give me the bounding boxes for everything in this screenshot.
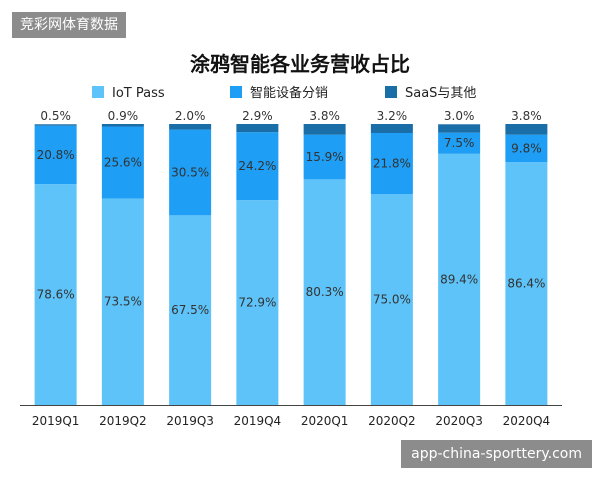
bar-iot-pass-2019Q1 (34, 184, 77, 405)
legend: IoT Pass 智能设备分销 SaaS与其他 (92, 85, 476, 101)
watermark-top: 竞彩网体育数据 (12, 12, 126, 38)
data-label-smart-device-2020Q3: 7.5% (444, 136, 475, 150)
bar-iot-pass-2020Q3 (438, 153, 481, 405)
bar-iot-pass-2020Q4 (505, 162, 548, 405)
watermark-bottom: app-china-sporttery.com (401, 440, 592, 468)
x-tick-labels: 2019Q1 2019Q2 2019Q3 2019Q4 2020Q1 2020Q2 2020… (32, 414, 550, 428)
bar-smart-device-2020Q4 (505, 134, 548, 163)
data-label-iot-pass-2020Q1: 80.3% (306, 285, 344, 299)
bar-iot-pass-2020Q1 (303, 179, 346, 405)
legend-swatch-saas (385, 86, 397, 98)
data-label-iot-pass-2019Q3: 67.5% (171, 303, 209, 317)
bar-smart-device-2019Q3 (169, 129, 212, 216)
data-label-saas-2019Q1: 0.5% (40, 109, 71, 123)
data-label-iot-pass-2019Q2: 73.5% (104, 295, 142, 309)
bar-smart-device-2020Q1 (303, 134, 346, 180)
data-label-smart-device-2019Q2: 25.6% (104, 155, 142, 169)
data-label-iot-pass-2020Q3: 89.4% (440, 272, 478, 286)
data-label-smart-device-2019Q3: 30.5% (171, 165, 209, 179)
bars-group (34, 124, 548, 405)
legend-label-saas: SaaS与其他 (405, 86, 476, 101)
bar-iot-pass-2020Q2 (370, 194, 413, 405)
data-label-smart-device-2020Q2: 21.8% (373, 157, 411, 171)
bar-iot-pass-2019Q4 (236, 200, 279, 405)
x-tick-label-2019Q4: 2019Q4 (234, 414, 282, 428)
data-label-iot-pass-2019Q4: 72.9% (238, 296, 276, 310)
bar-saas-2020Q1 (303, 124, 346, 135)
data-label-saas-2020Q1: 3.8% (309, 109, 340, 123)
x-tick-label-2020Q4: 2020Q4 (503, 414, 551, 428)
chart-title: 涂鸦智能各业务营收占比 (190, 52, 410, 76)
data-label-smart-device-2019Q1: 20.8% (37, 148, 75, 162)
x-tick-label-2019Q1: 2019Q1 (32, 414, 80, 428)
bar-saas-2020Q4 (505, 124, 548, 135)
legend-label-smart-device: 智能设备分销 (250, 85, 328, 101)
data-label-saas-2019Q4: 2.9% (242, 109, 273, 123)
bar-iot-pass-2019Q3 (169, 215, 212, 405)
x-tick-label-2020Q1: 2020Q1 (301, 414, 349, 428)
bar-saas-2019Q2 (101, 124, 144, 127)
data-label-iot-pass-2019Q1: 78.6% (37, 288, 75, 302)
data-label-smart-device-2020Q4: 9.8% (511, 141, 542, 155)
data-label-saas-2020Q2: 3.2% (377, 109, 408, 123)
bar-smart-device-2020Q3 (438, 132, 481, 154)
value-labels-group: 78.6% 20.8% 0.5% 73.5% 25.6% 0.9% 67.5% 30.5% 2.… (37, 109, 546, 317)
bar-saas-2019Q3 (169, 124, 212, 130)
legend-swatch-smart-device (230, 86, 242, 98)
x-tick-label-2020Q2: 2020Q2 (368, 414, 416, 428)
data-label-smart-device-2019Q4: 24.2% (238, 159, 276, 173)
bar-saas-2019Q4 (236, 124, 279, 133)
x-tick-label-2019Q2: 2019Q2 (99, 414, 147, 428)
bar-smart-device-2019Q4 (236, 132, 279, 201)
data-label-saas-2020Q3: 3.0% (444, 109, 475, 123)
legend-label-iot-pass: IoT Pass (112, 86, 165, 101)
data-label-saas-2020Q4: 3.8% (511, 109, 542, 123)
bar-saas-2019Q1 (34, 124, 77, 126)
bar-iot-pass-2019Q2 (101, 198, 144, 405)
data-label-smart-device-2020Q1: 15.9% (306, 150, 344, 164)
bar-saas-2020Q3 (438, 124, 481, 133)
legend-swatch-iot-pass (92, 86, 104, 98)
x-tick-label-2020Q3: 2020Q3 (435, 414, 483, 428)
bar-saas-2020Q2 (370, 124, 413, 133)
bar-smart-device-2020Q2 (370, 132, 413, 195)
data-label-iot-pass-2020Q4: 86.4% (507, 277, 545, 291)
bar-smart-device-2019Q1 (34, 125, 77, 185)
data-label-saas-2019Q3: 2.0% (175, 109, 206, 123)
bar-smart-device-2019Q2 (101, 126, 144, 199)
x-tick-label-2019Q3: 2019Q3 (166, 414, 214, 428)
data-label-saas-2019Q2: 0.9% (108, 109, 139, 123)
data-label-iot-pass-2020Q2: 75.0% (373, 293, 411, 307)
